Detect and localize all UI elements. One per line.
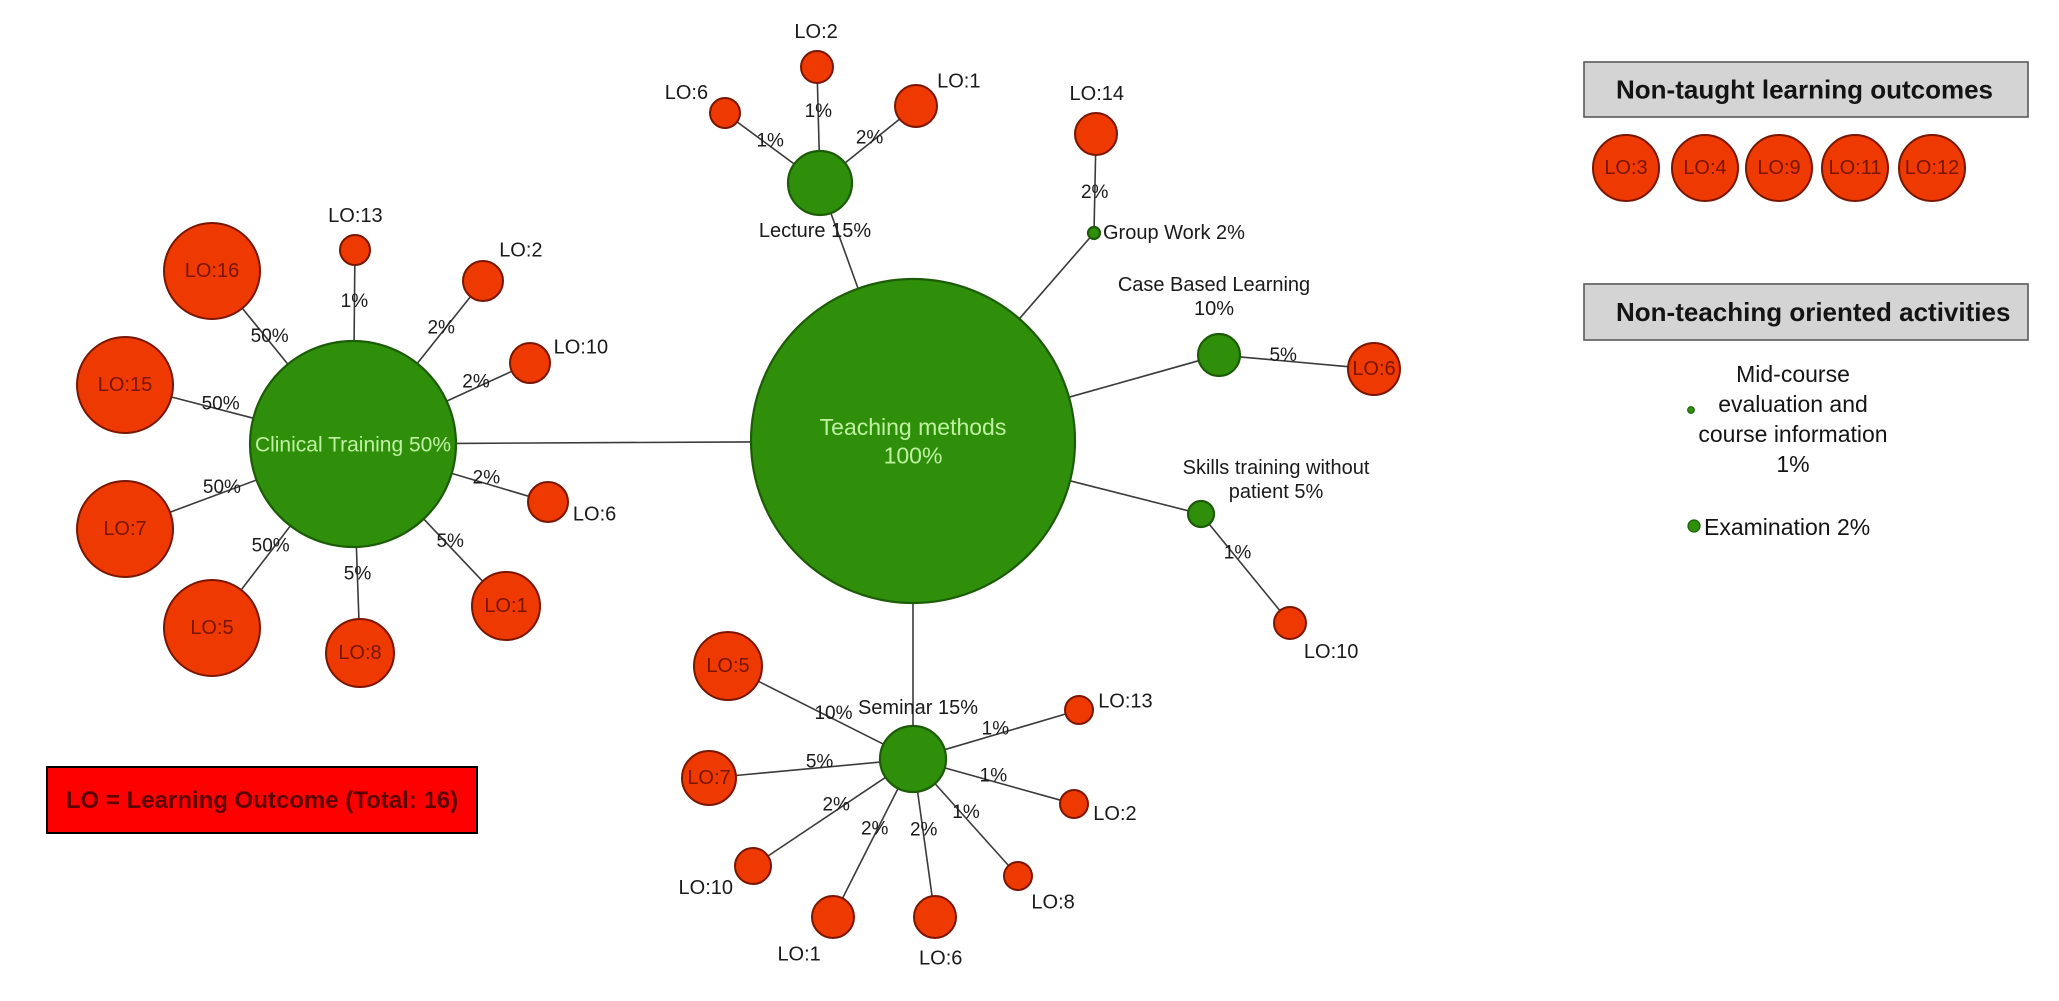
svg-text:1%: 1%: [805, 101, 833, 122]
svg-text:Skills training without: Skills training without: [1183, 457, 1370, 479]
svg-text:2%: 2%: [910, 820, 938, 841]
svg-text:LO:16: LO:16: [185, 260, 239, 282]
svg-text:LO:13: LO:13: [1098, 690, 1152, 712]
svg-text:LO:15: LO:15: [98, 374, 152, 396]
svg-text:LO = Learning Outcome (Total:: LO = Learning Outcome (Total: 16): [66, 787, 458, 814]
svg-text:5%: 5%: [806, 752, 834, 773]
svg-text:Group Work 2%: Group Work 2%: [1103, 222, 1245, 244]
svg-text:LO:6: LO:6: [665, 82, 708, 104]
svg-text:LO:9: LO:9: [1757, 157, 1800, 179]
svg-text:LO:3: LO:3: [1604, 157, 1647, 179]
svg-text:10%: 10%: [1194, 298, 1234, 320]
svg-text:LO:2: LO:2: [499, 240, 542, 262]
svg-text:LO:4: LO:4: [1683, 157, 1726, 179]
svg-text:Seminar 15%: Seminar 15%: [858, 697, 978, 719]
svg-text:evaluation and: evaluation and: [1718, 391, 1868, 417]
svg-text:LO:6: LO:6: [1352, 358, 1395, 380]
svg-text:LO:1: LO:1: [484, 595, 527, 617]
svg-text:Clinical Training 50%: Clinical Training 50%: [255, 433, 451, 456]
svg-text:50%: 50%: [251, 326, 289, 347]
svg-text:5%: 5%: [436, 531, 464, 552]
svg-text:Teaching methods: Teaching methods: [820, 414, 1007, 440]
svg-text:LO:5: LO:5: [190, 617, 233, 639]
svg-text:LO:8: LO:8: [1031, 891, 1074, 913]
svg-text:Mid-course: Mid-course: [1736, 361, 1850, 387]
svg-text:LO:7: LO:7: [687, 767, 730, 789]
svg-text:10%: 10%: [814, 703, 852, 724]
svg-text:1%: 1%: [952, 802, 980, 823]
svg-text:LO:2: LO:2: [794, 21, 837, 43]
svg-text:50%: 50%: [252, 535, 290, 556]
svg-text:5%: 5%: [344, 563, 372, 584]
svg-text:LO:1: LO:1: [937, 70, 980, 92]
svg-text:LO:11: LO:11: [1829, 157, 1882, 179]
svg-text:1%: 1%: [341, 291, 369, 312]
svg-text:LO:8: LO:8: [338, 642, 381, 664]
svg-text:LO:12: LO:12: [1905, 157, 1959, 179]
svg-text:LO:6: LO:6: [573, 503, 616, 525]
svg-text:2%: 2%: [427, 317, 455, 338]
svg-text:1%: 1%: [980, 766, 1008, 787]
svg-text:1%: 1%: [1776, 451, 1809, 477]
svg-text:patient 5%: patient 5%: [1229, 481, 1324, 503]
svg-text:Non-taught learning outcomes: Non-taught learning outcomes: [1616, 75, 1993, 105]
svg-text:Lecture 15%: Lecture 15%: [759, 220, 872, 242]
svg-text:LO:13: LO:13: [328, 205, 382, 227]
svg-text:LO:14: LO:14: [1070, 83, 1124, 105]
svg-text:LO:10: LO:10: [1304, 641, 1358, 663]
svg-text:50%: 50%: [203, 477, 241, 498]
svg-text:2%: 2%: [861, 819, 889, 840]
svg-text:1%: 1%: [1224, 543, 1252, 564]
svg-text:5%: 5%: [1269, 345, 1297, 366]
svg-text:2%: 2%: [473, 468, 501, 489]
svg-text:1%: 1%: [982, 719, 1010, 740]
svg-text:Case Based Learning: Case Based Learning: [1118, 274, 1310, 296]
svg-text:LO:5: LO:5: [706, 655, 749, 677]
svg-text:Non-teaching oriented activiti: Non-teaching oriented activities: [1616, 297, 2010, 327]
svg-text:Examination 2%: Examination 2%: [1704, 514, 1870, 540]
svg-text:LO:1: LO:1: [777, 944, 820, 966]
svg-text:LO:2: LO:2: [1093, 803, 1136, 825]
svg-text:LO:7: LO:7: [103, 518, 146, 540]
svg-text:2%: 2%: [822, 794, 850, 815]
svg-text:LO:6: LO:6: [919, 948, 962, 970]
svg-text:LO:10: LO:10: [554, 336, 608, 358]
svg-text:1%: 1%: [756, 130, 784, 151]
svg-text:LO:10: LO:10: [679, 877, 733, 899]
svg-text:2%: 2%: [462, 372, 490, 393]
svg-text:50%: 50%: [202, 394, 240, 415]
svg-text:2%: 2%: [1081, 182, 1109, 203]
svg-text:2%: 2%: [856, 127, 884, 148]
svg-text:100%: 100%: [884, 442, 943, 468]
svg-text:course information: course information: [1698, 421, 1887, 447]
